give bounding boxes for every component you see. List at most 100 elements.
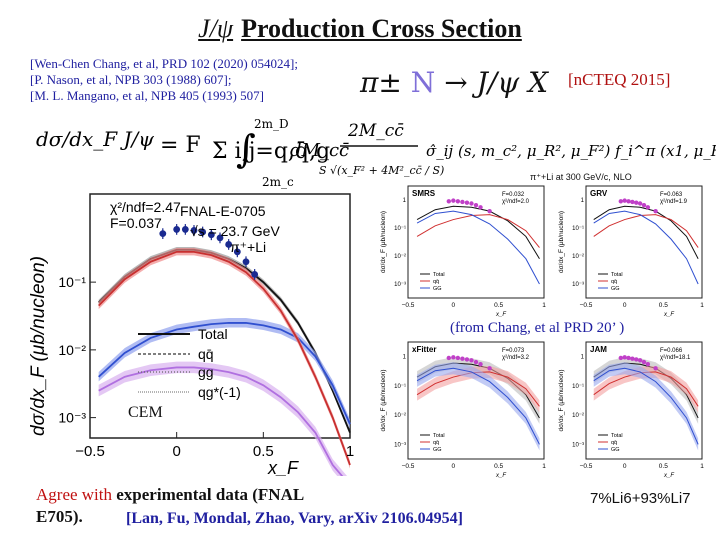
panel-chi: χ²/ndf=3.2 (502, 355, 530, 361)
main-legend: Total qq̄ gg qg*(-1) (138, 326, 241, 400)
cteq-label: [nCTEQ 2015] (568, 70, 671, 89)
panel-ytick-label: 1 (581, 198, 585, 204)
legend-gg: gg (198, 364, 214, 380)
main-data-point (242, 258, 250, 266)
panel-curve (593, 214, 699, 248)
panel-data-point (455, 355, 461, 361)
panel-data-point (626, 199, 631, 204)
formula-measure: dM_cc̄ (290, 140, 349, 161)
panel-xtick-label: −0.5 (580, 463, 593, 470)
panel-data-point (469, 201, 474, 206)
panel-chi: χ²/ndf=2.0 (502, 199, 530, 205)
reaction-x: X (528, 66, 549, 99)
panel-xtick-label: −0.5 (402, 463, 415, 470)
panel-data-point (451, 355, 456, 360)
panel-curve (416, 205, 540, 259)
formula-upper: 2m_D (254, 117, 289, 131)
main-data-point (207, 231, 215, 239)
panel-xtick-label: 0 (623, 302, 627, 309)
main-plot: dσ/dx_F (μb/nucleon) −0.5 0 0.5 1 10⁻¹ 10⁻² 10… (30, 193, 354, 476)
main-xtick-label: 1 (346, 443, 354, 460)
formula-tail: σ̂_ij (s, m_c², μ_R², μ_F²) f_i^π (x1, μ… (426, 142, 716, 160)
main-data-point (216, 234, 224, 242)
panel-data-point (464, 357, 470, 362)
main-sqrts: √s = 23.7 GeV (190, 223, 280, 239)
panel-data-point (487, 366, 492, 371)
formula-lhs: dσ/dx_F J/ψ (36, 127, 154, 151)
main-ytick-label: 10⁻¹ (58, 274, 86, 290)
panel-legend-label: qq̄ (611, 440, 617, 446)
panel-curve (593, 205, 699, 259)
panel-data-point (478, 205, 483, 210)
panel-ytick-label: 10⁻³ (572, 442, 584, 448)
panel-frame (407, 341, 545, 460)
main-data-point (233, 248, 241, 256)
main-experiment: FNAL-E-0705 (180, 203, 266, 219)
panel-frame (585, 185, 703, 299)
panel-data-point (637, 201, 643, 206)
formula-integral: ∫ (236, 127, 256, 171)
agree-statement: Agree with experimental data (FNAL E705)… (36, 484, 304, 528)
cross-section-formula: dσ/dx_F J/ψ = F Σ i,j=q,q̄,g 2m_D ∫ 2m_c… (36, 117, 716, 189)
panel-chi: χ²/ndf=18.1 (660, 355, 691, 361)
main-data-point (173, 226, 181, 233)
panel-curve (416, 214, 540, 248)
panel-ytick-label: 10⁻² (572, 254, 584, 260)
agree-rest2: E705). (36, 507, 83, 526)
legend-qqbar: qq̄ (198, 346, 214, 362)
panel-ytick-label: 1 (581, 355, 585, 361)
main-data-point (225, 241, 233, 248)
main-F: F=0.037 (110, 215, 162, 231)
panel-xtick-label: 0 (623, 463, 627, 470)
panel-legend-label: GG (611, 286, 620, 292)
panel-F: F=0.032 (502, 192, 525, 198)
panel-xlabel: x_F (663, 312, 674, 318)
panel-ytick-label: 10⁻² (572, 413, 584, 419)
panel-xtick-label: 0.5 (659, 302, 668, 309)
main-data-point (159, 230, 167, 238)
panel-xtick-label: −0.5 (402, 302, 415, 309)
main-series-line-3 (98, 366, 344, 476)
panel-legend-label: Total (611, 272, 623, 278)
panel-data-point (478, 362, 483, 367)
panel-data-point (626, 355, 631, 361)
panel-xtick-label: 1 (542, 302, 546, 309)
panel-data-point (634, 200, 639, 205)
panel-data-point (634, 357, 639, 362)
panel-xtick-label: 0 (452, 302, 456, 309)
panel-xtick-label: 1 (700, 463, 704, 470)
panel-data-point (637, 358, 643, 363)
page-title: J/ψ Production Cross Section (150, 14, 570, 44)
from-chang-note: (from Chang, et al PRD 20’ ) (450, 320, 625, 337)
panel-xtick-label: 0 (452, 463, 456, 470)
panel-data-point (641, 203, 647, 208)
panel-curve (416, 367, 540, 445)
main-data-point (181, 226, 189, 233)
panel-ytick-label: 10⁻³ (394, 442, 406, 448)
panel-data-point (487, 208, 492, 214)
main-data-point (190, 227, 198, 234)
panel-legend-label: qq̄ (611, 279, 617, 285)
panel-xlabel: x_F (495, 473, 506, 479)
main-ytick-label: 10⁻³ (58, 410, 86, 426)
panel-data-point (630, 356, 635, 361)
panel-legend-label: Total (611, 433, 623, 439)
reaction: π± N → J/ψ X (360, 66, 548, 99)
legend-qg: qg*(-1) (198, 384, 241, 400)
panel-legend-label: Total (433, 272, 445, 278)
panel-legend-label: Total (433, 433, 445, 439)
panel-ytick-label: 10⁻¹ (394, 384, 406, 390)
panel-ytick-label: 10⁻³ (572, 282, 584, 288)
panel-data-point (618, 355, 623, 361)
panel-name: xFitter (412, 345, 436, 354)
panel-data-point (446, 199, 451, 204)
panel-curve (593, 367, 699, 445)
lan-reference: [Lan, Fu, Mondal, Zhao, Vary, arXiv 2106… (126, 510, 463, 527)
panel-ytick-label: 10⁻³ (394, 282, 406, 288)
main-xtick-label: 0.5 (253, 443, 274, 460)
main-xlabel: x_F (267, 458, 299, 476)
main-data-point (199, 228, 207, 236)
